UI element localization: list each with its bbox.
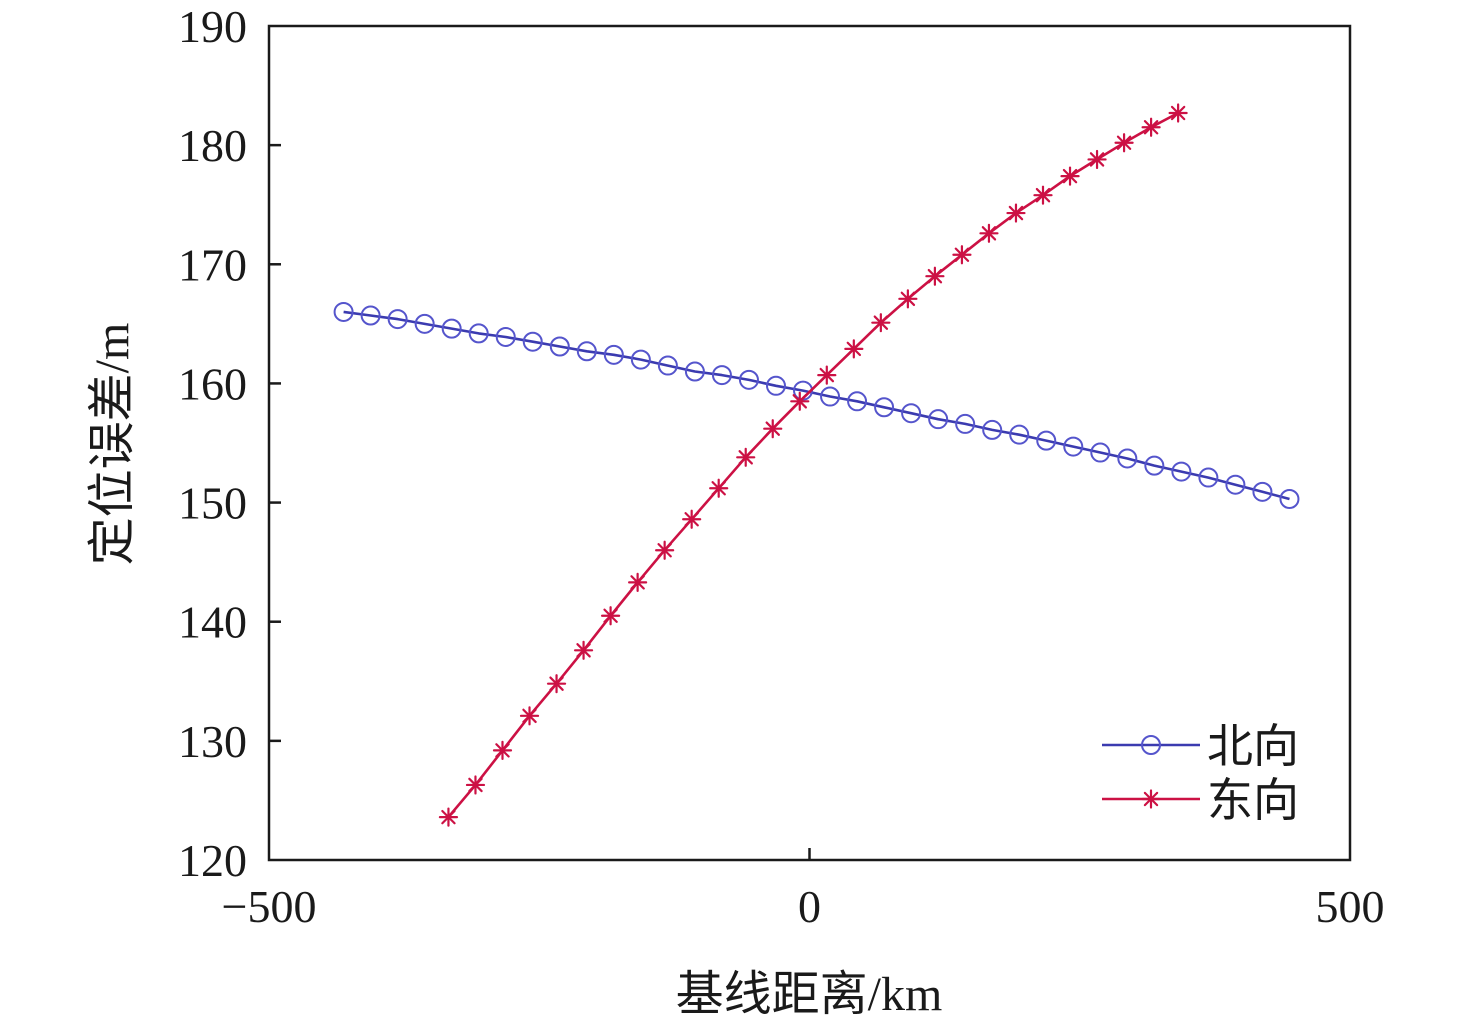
x-tick-label: 500	[1316, 881, 1385, 932]
data-point	[492, 740, 513, 760]
data-point	[928, 409, 949, 430]
x-tick-label: −500	[222, 881, 317, 932]
data-point	[522, 331, 543, 352]
data-point	[465, 775, 486, 795]
plot-frame	[267, 24, 1352, 862]
data-point	[1198, 467, 1219, 488]
data-point	[441, 318, 462, 339]
data-point	[438, 807, 459, 827]
data-point	[1252, 481, 1273, 502]
data-point	[709, 478, 729, 498]
series-north	[333, 301, 1300, 509]
data-point	[657, 355, 678, 376]
data-point	[1090, 442, 1111, 463]
legend-marker	[1141, 789, 1161, 809]
data-point	[1036, 430, 1057, 451]
data-point	[682, 509, 702, 529]
series-east	[438, 103, 1188, 827]
data-point	[1171, 461, 1192, 482]
data-point	[573, 640, 594, 660]
data-point	[519, 706, 540, 726]
data-point	[871, 313, 891, 333]
x-axis: −500 0 500	[222, 848, 1385, 932]
data-point	[765, 375, 786, 396]
data-point	[549, 336, 570, 357]
y-tick-label: 150	[178, 478, 247, 529]
data-point	[1114, 133, 1134, 153]
data-point	[1033, 185, 1053, 205]
y-axis-title: 定位误差/m	[86, 323, 139, 566]
y-tick-label: 140	[178, 597, 247, 648]
data-point	[1279, 488, 1300, 509]
data-point	[1225, 474, 1246, 495]
data-point	[387, 309, 408, 330]
data-point	[925, 266, 945, 286]
plot-area	[333, 103, 1300, 827]
data-point	[684, 361, 705, 382]
data-point	[1141, 117, 1161, 137]
data-point	[982, 419, 1003, 440]
data-point	[495, 326, 516, 347]
y-tick-label: 180	[178, 120, 247, 171]
y-tick-label: 120	[178, 835, 247, 886]
data-point	[360, 305, 381, 326]
data-point	[952, 245, 972, 265]
data-point	[628, 572, 648, 592]
y-tick-label: 160	[178, 358, 247, 409]
data-point	[874, 397, 895, 418]
series-line	[343, 310, 1290, 501]
series-line	[447, 111, 1179, 818]
x-tick-label: 0	[798, 881, 821, 932]
data-point	[1006, 203, 1026, 223]
legend-label: 北向	[1207, 721, 1299, 772]
y-tick-label: 130	[178, 716, 247, 767]
data-point	[844, 339, 864, 359]
y-tick-label: 190	[178, 1, 247, 52]
data-point	[576, 341, 597, 362]
data-point	[711, 365, 732, 386]
legend-entry: 北向	[1102, 721, 1299, 772]
y-tick-label: 170	[178, 239, 247, 290]
data-point	[603, 344, 624, 365]
data-point	[1117, 448, 1138, 469]
data-point	[847, 391, 868, 412]
data-point	[901, 403, 922, 424]
data-point	[1060, 166, 1080, 186]
data-point	[546, 674, 567, 694]
data-point	[817, 365, 837, 385]
data-point	[600, 606, 621, 626]
data-point	[790, 391, 810, 411]
data-point	[468, 323, 489, 344]
data-point	[898, 289, 918, 309]
data-point	[1168, 103, 1188, 123]
data-point	[414, 313, 435, 334]
x-axis-title: 基线距离/km	[676, 968, 943, 1021]
data-point	[955, 413, 976, 434]
legend-label: 东向	[1207, 775, 1299, 826]
data-point	[655, 540, 675, 560]
data-point	[1009, 424, 1030, 445]
y-axis: 120 130 140 150 160 170 180 190	[178, 1, 281, 886]
data-point	[763, 419, 783, 439]
data-point	[820, 386, 841, 407]
data-point	[630, 349, 651, 370]
data-point	[333, 301, 354, 322]
data-point	[1063, 436, 1084, 457]
data-point	[736, 447, 756, 467]
legend-entry: 东向	[1102, 775, 1299, 826]
data-point	[738, 369, 759, 390]
data-point	[979, 223, 999, 243]
data-point	[1087, 149, 1107, 170]
data-point	[1144, 455, 1165, 476]
legend-marker	[1141, 735, 1161, 755]
